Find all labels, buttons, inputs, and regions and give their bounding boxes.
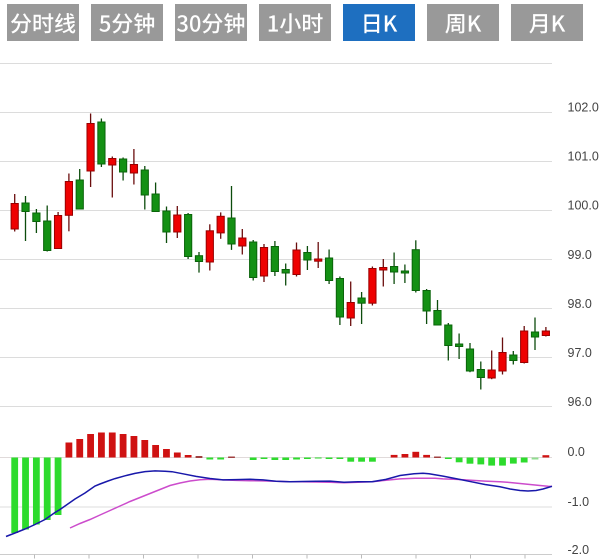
- svg-text:0.0: 0.0: [568, 445, 585, 459]
- svg-text:-1.0: -1.0: [568, 495, 590, 509]
- svg-text:101.0: 101.0: [568, 150, 599, 164]
- svg-text:-2.0: -2.0: [568, 543, 590, 557]
- svg-text:100.0: 100.0: [568, 199, 599, 213]
- svg-text:102.0: 102.0: [568, 101, 599, 115]
- svg-text:96.0: 96.0: [568, 395, 592, 409]
- svg-text:97.0: 97.0: [568, 346, 592, 360]
- svg-text:99.0: 99.0: [568, 248, 592, 262]
- svg-text:98.0: 98.0: [568, 297, 592, 311]
